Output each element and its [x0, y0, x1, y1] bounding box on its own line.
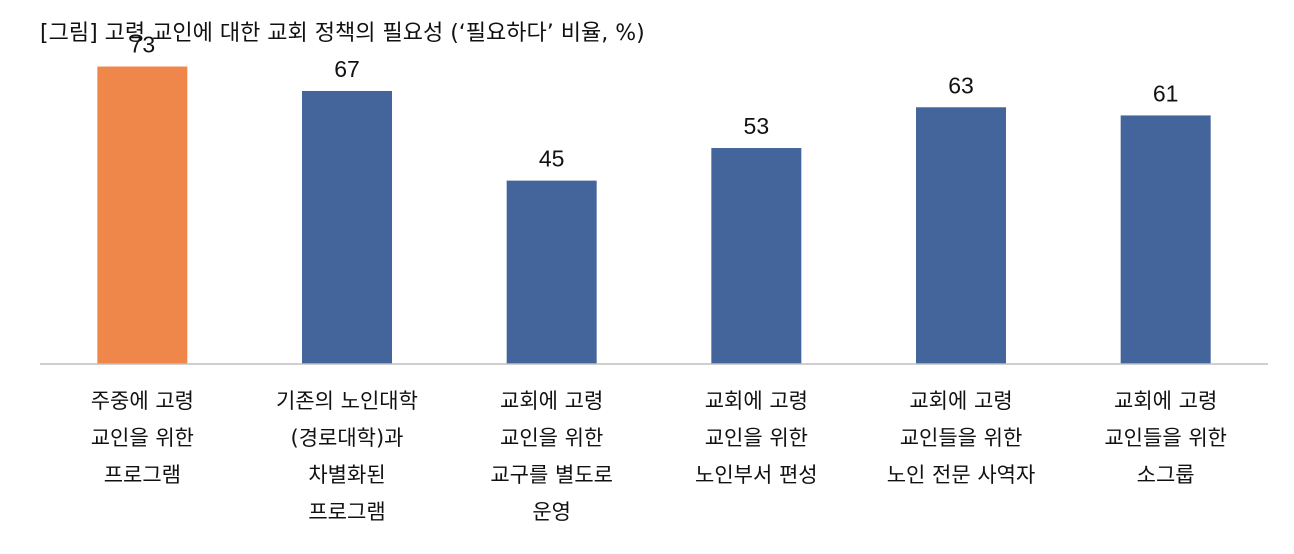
category-label-line: 프로그램 — [104, 463, 181, 487]
category-label-line: 차별화된 — [308, 463, 385, 487]
bars-layer — [97, 66, 1211, 365]
category-label-line: 교인들을 위한 — [1104, 426, 1227, 450]
category-label-line: (경로대학)과 — [291, 426, 404, 450]
value-label-6: 61 — [1153, 80, 1179, 106]
category-label-line: 교인을 위한 — [705, 426, 808, 450]
bar-1 — [97, 66, 188, 365]
category-label-line: 교회에 고령 — [705, 389, 808, 413]
value-label-4: 53 — [744, 113, 770, 139]
category-label-line: 운영 — [532, 500, 571, 524]
bar-6 — [1120, 115, 1211, 364]
category-label-line: 소그룹 — [1137, 463, 1195, 487]
value-labels-layer: 73 67 45 53 63 61 — [130, 32, 1179, 172]
category-label-line: 교인을 위한 — [500, 426, 603, 450]
bar-3 — [506, 180, 597, 364]
category-label-line: 노인 전문 사역자 — [887, 463, 1036, 487]
category-label-line: 교구를 별도로 — [490, 463, 613, 487]
value-label-1: 73 — [130, 32, 156, 58]
value-label-2: 67 — [334, 56, 360, 82]
bar-5 — [916, 107, 1006, 365]
value-label-3: 45 — [539, 146, 565, 172]
category-label-line: 교회에 고령 — [500, 389, 603, 413]
bar-4 — [711, 148, 802, 364]
value-label-5: 63 — [948, 72, 974, 98]
category-label-line: 교인을 위한 — [91, 426, 194, 450]
category-label-line: 교회에 고령 — [909, 389, 1012, 413]
category-label-line: 교인들을 위한 — [900, 426, 1023, 450]
category-label-line: 기존의 노인대학 — [276, 389, 418, 413]
category-label-line: 노인부서 편성 — [695, 463, 818, 487]
bar-2 — [302, 90, 392, 364]
category-label-line: 주중에 고령 — [91, 389, 194, 413]
category-label-line: 교회에 고령 — [1114, 389, 1217, 413]
category-label-line: 프로그램 — [308, 500, 385, 524]
chart-title: [그림] 고령 교인에 대한 교회 정책의 필요성 (‘필요하다’ 비율, %) — [40, 21, 645, 46]
